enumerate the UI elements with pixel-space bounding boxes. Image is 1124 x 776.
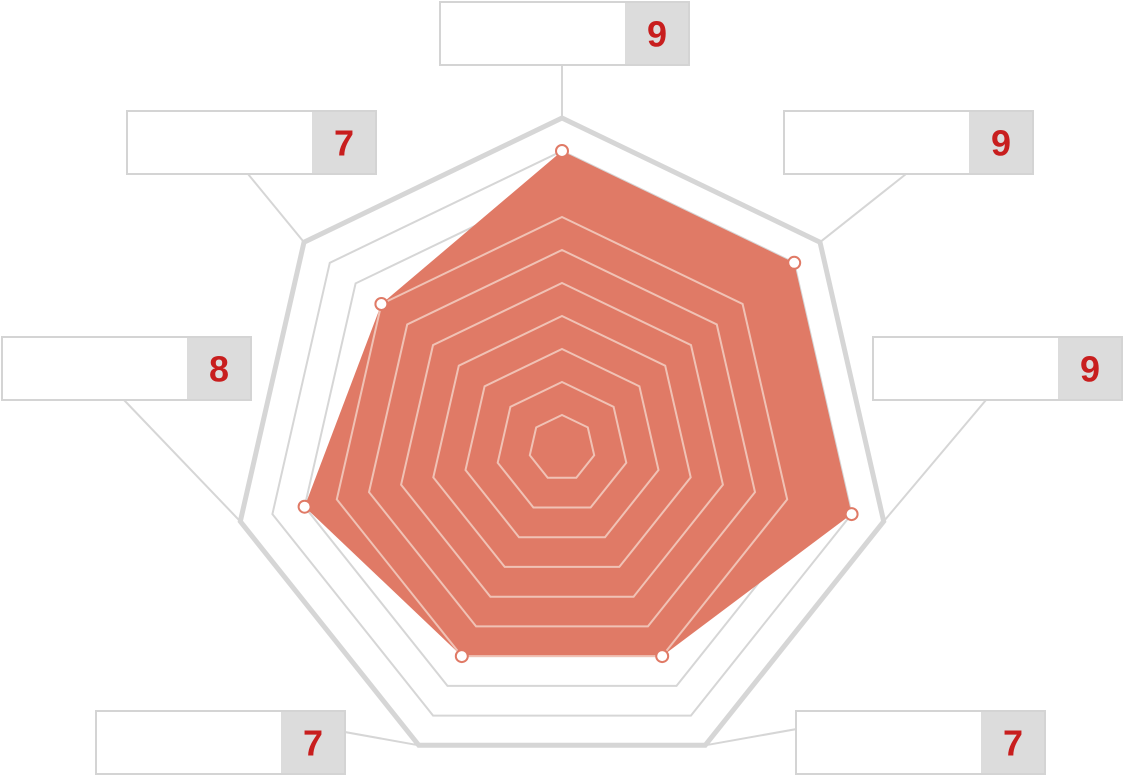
data-point-1 <box>555 144 569 158</box>
data-area <box>304 151 852 657</box>
data-point-4 <box>655 649 670 664</box>
value-box <box>312 112 375 173</box>
leader-line-2 <box>819 173 907 243</box>
value-box <box>625 3 688 64</box>
value-box <box>981 712 1044 773</box>
category-label-6: 8 <box>1 336 252 401</box>
leader-line-6 <box>123 399 242 523</box>
data-point-3 <box>844 507 859 522</box>
data-points <box>297 144 859 664</box>
value-box <box>969 112 1032 173</box>
grid-ring-10 <box>237 115 887 748</box>
category-label-4: 7 <box>795 710 1046 775</box>
data-point-6 <box>297 499 312 514</box>
category-label-5: 7 <box>95 710 346 775</box>
category-label-3: 9 <box>872 336 1123 401</box>
value-box <box>187 338 250 399</box>
value-label: 8 <box>209 349 229 390</box>
inner-grid-ring-4 <box>432 314 692 568</box>
category-label-1: 9 <box>439 1 690 66</box>
value-box <box>1058 338 1121 399</box>
inner-grid-ring-5 <box>400 281 724 598</box>
value-label: 9 <box>991 123 1011 164</box>
value-label: 9 <box>647 14 667 55</box>
inner-grid-ring-2 <box>496 380 628 509</box>
value-box <box>281 712 344 773</box>
inner-grid-ring-6 <box>367 248 757 628</box>
data-point-7 <box>374 297 389 311</box>
value-label: 7 <box>1003 723 1023 764</box>
data-point-2 <box>787 255 802 270</box>
inner-grid-ring-7 <box>335 215 789 658</box>
data-area-polygon <box>304 151 852 657</box>
leader-line-7 <box>247 173 305 243</box>
data-point-5 <box>454 649 469 664</box>
leader-line-3 <box>882 399 987 523</box>
inner-grid-ring-1 <box>528 413 596 479</box>
value-label: 7 <box>334 123 354 164</box>
value-label: 7 <box>303 723 323 764</box>
inner-grid <box>335 215 789 658</box>
value-label: 9 <box>1080 349 1100 390</box>
category-label-7: 7 <box>126 110 377 175</box>
category-label-2: 9 <box>783 110 1034 175</box>
inner-grid-ring-3 <box>464 347 660 539</box>
